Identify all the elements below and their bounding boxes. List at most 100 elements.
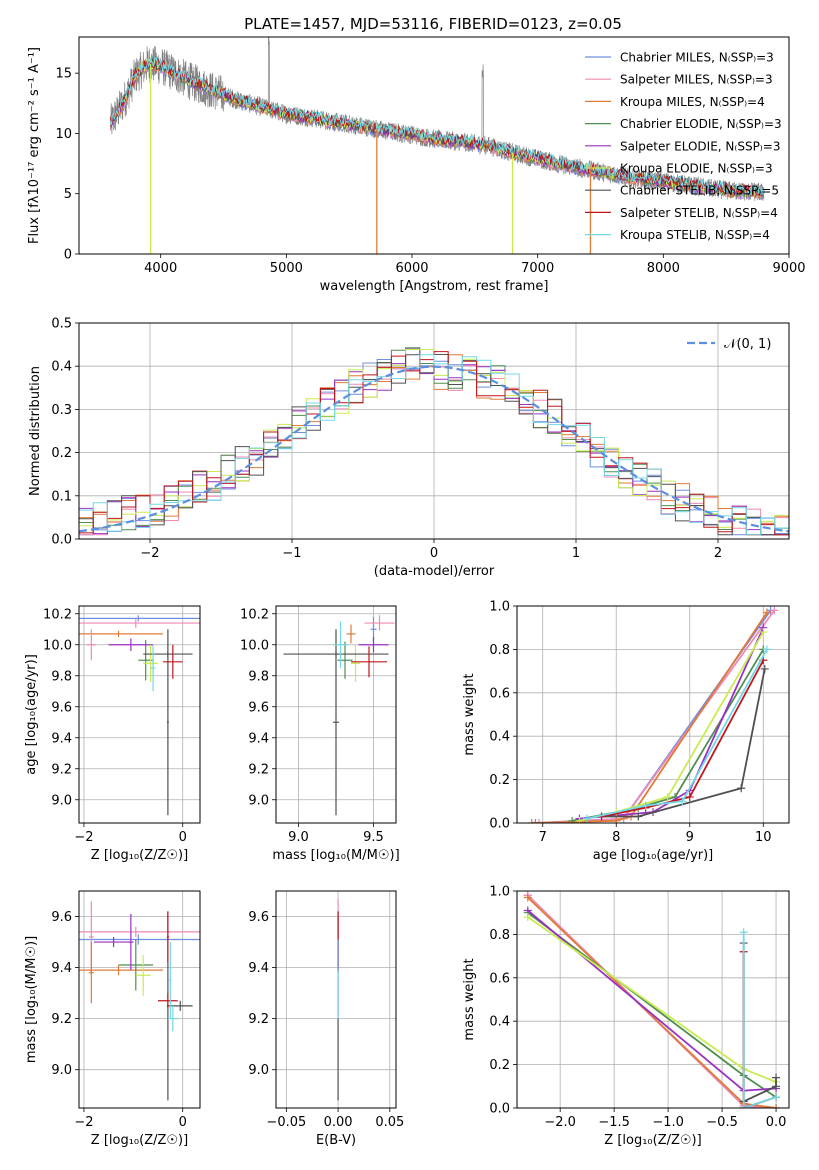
y-tick-label: 0.2 [489,773,510,788]
y-tick-label: 0.4 [51,360,72,375]
plus-marker [737,784,746,793]
x-tick-label: 9.5 [363,830,384,845]
y-tick-label: 0.6 [489,971,510,986]
mass-weight-line [527,894,777,1108]
y-tick-label: 9.0 [51,793,72,808]
x-tick-label: 9.0 [288,830,309,845]
x-tick-label: 0.0 [766,1115,787,1130]
x-tick-label: −0.5 [706,1115,738,1130]
y-axis-label: age [log₁₀(age/yr)] [24,654,39,775]
plus-marker [762,608,771,617]
residual-histogram [79,354,789,536]
y-tick-label: 0.1 [51,489,72,504]
x-tick-label: 8 [612,830,620,845]
y-axis-label: Normed distribution [28,366,43,496]
plot-area [527,606,779,823]
axes-frame [78,890,201,1109]
x-tick-label: 5000 [270,261,303,276]
x-tick-label: 1 [572,546,580,561]
y-tick-label: 9.2 [51,1012,72,1027]
panel-mass_weight_vs_Z: −2.0 −1.5 −1.0 −0.5 0.0 0.0 0.2 0.4 0.6 0.8 1.0 Z [… [462,885,790,1148]
legend-entry: Kroupa ELODIE, N₍SSP₎=3 [620,162,773,176]
y-tick-label: 10.2 [240,607,269,622]
plus-marker [759,628,768,637]
y-tick-label: 1.0 [489,600,510,615]
x-tick-label: −2 [140,546,159,561]
legend-entry: Salpeter ELODIE, N₍SSP₎=3 [620,139,780,153]
axes-frame [516,890,790,1109]
axes-frame [275,605,397,824]
panel-spectrum: 4000 5000 6000 7000 8000 9000 0 5 10 15 wavelength… [27,36,806,294]
plot-area [79,901,200,1101]
x-tick-label: 0.05 [375,1115,404,1130]
plus-marker [568,816,577,823]
plot-area [523,891,781,1108]
figure-title: PLATE=1457, MJD=53116, FIBERID=0123, z=0… [244,15,622,33]
legend-entry: Kroupa STELIB, N₍SSP₎=4 [620,228,770,242]
legend-entry: Salpeter STELIB, N₍SSP₎=4 [620,206,778,220]
x-tick-label: −2 [74,830,93,845]
y-tick-label: 9.2 [248,1012,269,1027]
plus-marker [762,645,771,654]
y-tick-label: 0.5 [51,317,72,332]
y-tick-label: 9.0 [51,1063,72,1078]
y-axis-label: mass weight [462,958,477,1040]
x-tick-label: 4000 [144,261,177,276]
legend-entry: Chabrier ELODIE, N₍SSP₎=3 [620,117,782,131]
legend-entry: Salpeter MILES, N₍SSP₎=3 [620,73,773,87]
legend-entry: Kroupa MILES, N₍SSP₎=4 [620,95,765,109]
y-tick-label: 9.4 [51,961,72,976]
plus-marker [523,893,532,902]
y-tick-label: 0.0 [51,533,72,548]
plus-marker [772,1104,781,1108]
y-tick-label: 1.0 [489,885,510,900]
legend-entry: Chabrier STELIB, N₍SSP₎=5 [620,184,779,198]
y-tick-label: 0.6 [489,686,510,701]
y-tick-label: 0.0 [489,817,510,832]
x-tick-label: 2 [714,546,722,561]
panel-age_vs_Z: −2 0 9.0 9.2 9.4 9.6 9.8 10.0 10.2 Z [log₁₀(Z/Z☉)… [24,605,201,863]
axes-frame [516,605,790,824]
y-tick-label: 10.0 [43,638,72,653]
y-tick-label: 0.8 [489,928,510,943]
y-tick-label: 9.0 [248,1063,269,1078]
y-tick-label: 0.4 [489,1015,510,1030]
x-tick-label: 0.00 [324,1115,353,1130]
x-tick-label: −1 [282,546,301,561]
plus-marker [760,664,769,673]
y-axis-label: mass [log₁₀(M/M☉)] [24,936,39,1063]
x-tick-label: 7000 [521,261,554,276]
x-axis-label: mass [log₁₀(M/M☉)] [272,848,399,863]
y-tick-label: 9.6 [248,910,269,925]
mass-weight-line [539,609,776,823]
plus-marker [678,797,687,806]
x-tick-label: 0 [430,546,438,561]
y-tick-label: 9.4 [248,961,269,976]
x-axis-label: Z [log₁₀(Z/Z☉)] [91,1133,188,1148]
y-tick-label: 10 [55,127,72,142]
mass-weight-line [531,612,768,823]
y-tick-label: 0.2 [51,446,72,461]
plus-marker [772,1093,781,1102]
plus-marker [582,814,591,823]
axes-frame [78,605,201,824]
plus-marker [575,816,584,823]
y-axis-label: Flux [fλ10⁻¹⁷ erg cm⁻² s⁻¹ A⁻¹] [27,47,42,244]
plus-marker [663,792,672,801]
x-tick-label: −2 [74,1115,93,1130]
panel-age_vs_mass: 9.0 9.5 9.0 9.2 9.4 9.6 9.8 10.0 10.2 mass [log₁₀… [240,605,400,863]
legend-entry: 𝒩(0, 1) [724,337,771,352]
x-axis-label: E(B-V) [316,1133,356,1148]
mass-weight-line [601,668,766,818]
y-tick-label: 0.2 [489,1058,510,1073]
legend-entry: Chabrier MILES, N₍SSP₎=3 [620,51,774,65]
y-tick-label: 15 [55,67,72,82]
x-tick-label: 9 [686,830,694,845]
y-tick-label: 9.2 [51,762,72,777]
plus-marker [772,1073,781,1082]
y-tick-label: 9.6 [51,700,72,715]
mass-weight-line [742,932,777,1108]
plus-marker [685,792,694,801]
mass-weight-line [527,896,777,1108]
plot-area [79,615,200,816]
